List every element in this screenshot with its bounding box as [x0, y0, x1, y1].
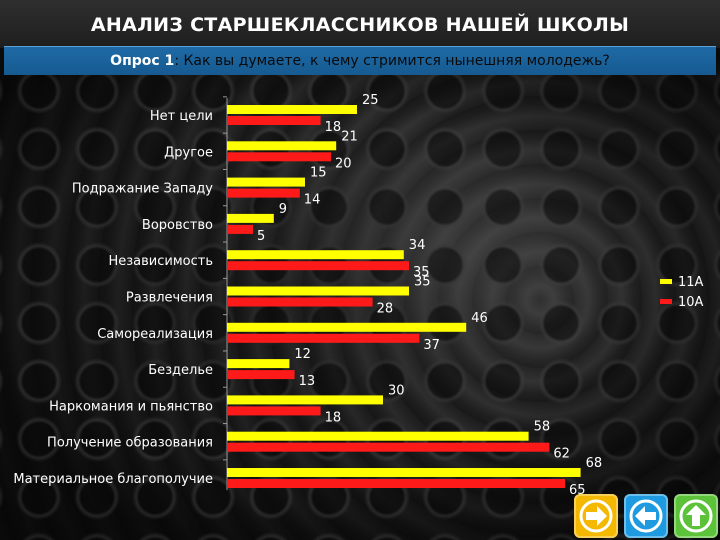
up-button[interactable] — [674, 494, 718, 538]
data-label-10a: 37 — [423, 338, 440, 353]
category-label: Развлечения — [126, 291, 213, 306]
category-label: Независимость — [108, 254, 213, 269]
data-label-10a: 20 — [335, 156, 352, 171]
data-label-11a: 9 — [279, 202, 287, 217]
bar-11a — [227, 395, 383, 405]
data-label-11a: 58 — [534, 420, 551, 435]
bar-10a — [227, 406, 321, 416]
category-label: Получение образования — [47, 436, 213, 451]
bar-10a — [227, 261, 409, 271]
arrow-left-icon — [629, 499, 663, 533]
category-label: Наркомания и пьянство — [49, 399, 213, 414]
back-button[interactable] — [624, 494, 668, 538]
bar-11a — [227, 141, 337, 151]
bar-10a — [227, 152, 331, 162]
data-label-10a: 35 — [413, 265, 430, 280]
data-label-10a: 18 — [325, 410, 342, 425]
data-label-11a: 15 — [310, 166, 327, 181]
page-title: АНАЛИЗ СТАРШЕКЛАССНИКОВ НАШЕЙ ШКОЛЫ — [0, 0, 720, 48]
data-label-10a: 5 — [257, 229, 265, 244]
data-label-10a: 18 — [325, 120, 342, 135]
category-label: Нет цели — [150, 109, 213, 124]
survey-number: Опрос 1 — [110, 53, 175, 69]
bar-10a — [227, 116, 321, 125]
category-label: Самореализация — [97, 327, 213, 342]
survey-question-text: : Как вы думаете, к чему стримится нынеш… — [174, 53, 610, 69]
legend-swatch — [660, 299, 672, 304]
data-label-10a: 28 — [377, 302, 394, 317]
data-label-11a: 34 — [409, 238, 426, 253]
bar-11a — [227, 213, 274, 223]
arrow-right-icon — [579, 499, 613, 533]
survey-question: Опрос 1: Как вы думаете, к чему стримитс… — [4, 46, 716, 75]
data-label-11a: 68 — [586, 456, 603, 471]
bar-10a — [227, 297, 373, 307]
legend-swatch — [660, 279, 672, 284]
bar-10a — [227, 333, 420, 343]
arrow-up-icon — [679, 499, 713, 533]
bar-11a — [227, 286, 409, 296]
bar-11a — [227, 105, 357, 114]
data-label-11a: 46 — [471, 311, 488, 326]
bar-11a — [227, 177, 305, 187]
data-label-10a: 13 — [299, 374, 316, 389]
bar-11a — [227, 250, 404, 260]
bar-11a — [227, 322, 467, 332]
data-label-11a: 12 — [294, 347, 311, 362]
data-label-11a: 21 — [341, 129, 358, 144]
bar-10a — [227, 442, 550, 452]
next-button[interactable] — [574, 494, 618, 538]
bar-11a — [227, 468, 581, 477]
bar-10a — [227, 188, 300, 198]
data-label-10a: 62 — [553, 447, 570, 462]
bar-10a — [227, 370, 295, 380]
legend-label: 10А — [678, 295, 704, 310]
category-label: Безделье — [148, 363, 213, 378]
data-label-11a: 30 — [388, 383, 405, 398]
bar-10a — [227, 479, 565, 488]
category-label: Материальное благополучие — [13, 472, 213, 487]
bar-11a — [227, 431, 529, 441]
bar-10a — [227, 224, 253, 234]
category-label: Другое — [164, 145, 213, 160]
data-label-11a: 25 — [362, 93, 379, 108]
category-label: Воровство — [142, 218, 213, 233]
data-label-10a: 14 — [304, 193, 321, 208]
data-label-11a: 35 — [414, 275, 431, 290]
category-label: Подражание Западу — [72, 182, 213, 197]
bar-11a — [227, 359, 290, 369]
legend-label: 11А — [678, 275, 704, 290]
